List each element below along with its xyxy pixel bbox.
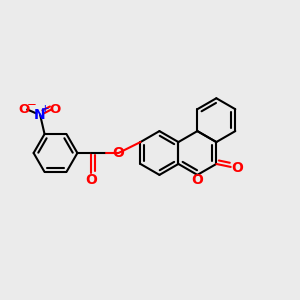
Text: N: N	[34, 107, 46, 122]
Text: O: O	[85, 173, 97, 187]
Text: O: O	[112, 146, 124, 160]
Text: −: −	[27, 98, 37, 111]
Text: O: O	[191, 173, 203, 187]
Text: O: O	[50, 103, 61, 116]
Text: O: O	[18, 103, 29, 116]
Text: +: +	[41, 103, 50, 113]
Text: O: O	[231, 161, 243, 176]
